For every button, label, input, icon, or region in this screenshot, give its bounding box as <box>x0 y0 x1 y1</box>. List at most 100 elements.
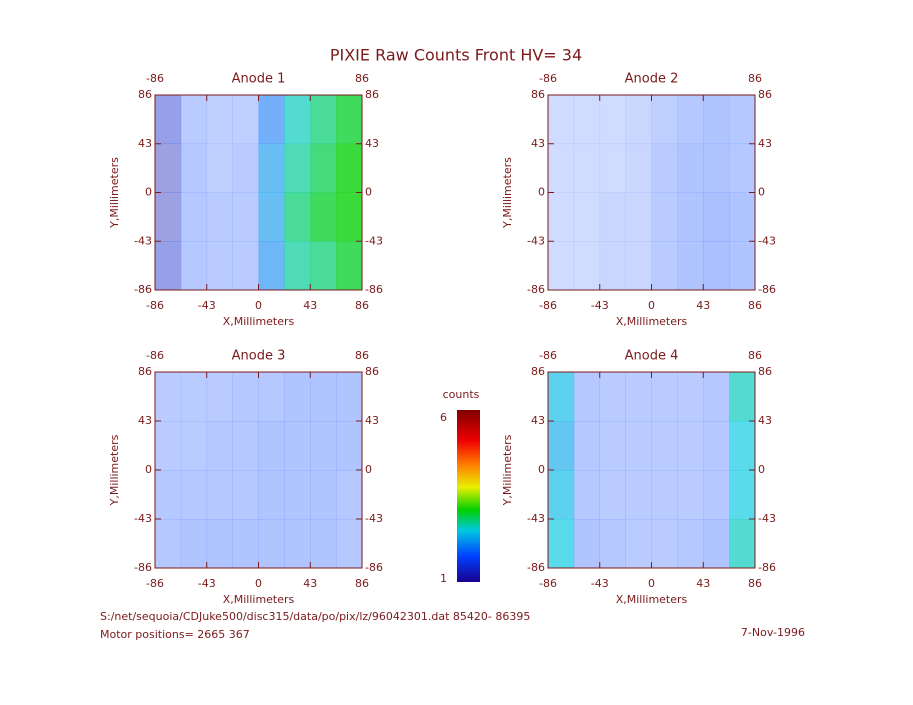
heat-cell <box>599 470 626 520</box>
heat-cell <box>729 519 756 569</box>
y-tick-label: 86 <box>365 88 379 101</box>
heat-cell <box>258 192 285 242</box>
y-tick-label: 43 <box>365 137 379 150</box>
heat-cell <box>599 372 626 422</box>
heat-cell <box>258 421 285 471</box>
heat-cell <box>703 143 730 193</box>
y-tick-label: 86 <box>365 365 379 378</box>
x-tick-label: 86 <box>748 577 762 590</box>
heat-cell <box>548 421 575 471</box>
heat-cell <box>651 143 678 193</box>
heat-cell <box>206 470 233 520</box>
y-tick-label: -86 <box>527 283 545 296</box>
heat-cell <box>180 95 208 145</box>
x-tick-label: 0 <box>255 299 262 312</box>
colorbar-tick-label: 6 <box>440 411 447 424</box>
heat-cell <box>284 241 311 291</box>
x-axis-label: X,Millimeters <box>616 315 688 328</box>
heat-cell <box>206 143 233 193</box>
heat-cell <box>310 95 337 145</box>
y-tick-label: 0 <box>758 186 765 199</box>
y-tick-label: -43 <box>365 512 383 525</box>
heat-cell <box>180 372 208 422</box>
y-tick-label: 0 <box>538 463 545 476</box>
heat-cell <box>703 372 730 422</box>
date: 7-Nov-1996 <box>741 626 805 639</box>
heat-cell <box>599 143 626 193</box>
x-tick-label: -43 <box>591 299 609 312</box>
heat-cell <box>573 143 601 193</box>
heat-cell <box>729 192 756 242</box>
y-tick-label: -86 <box>134 561 152 574</box>
top-tick-label: -86 <box>539 349 557 362</box>
heat-cell <box>677 470 704 520</box>
y-tick-label: 0 <box>145 186 152 199</box>
heat-cell <box>677 192 704 242</box>
heat-cell <box>155 241 182 291</box>
y-axis-label: Y,Millimeters <box>108 434 121 506</box>
heat-cell <box>573 95 601 145</box>
heat-cell <box>651 421 678 471</box>
file-note: S:/net/sequoia/CDJuke500/disc315/data/po… <box>100 610 530 623</box>
x-tick-label: -43 <box>591 577 609 590</box>
heat-cell <box>284 143 311 193</box>
heat-cell <box>155 372 182 422</box>
heat-cell <box>258 519 285 569</box>
y-tick-label: 86 <box>758 365 772 378</box>
heat-cell <box>310 421 337 471</box>
x-tick-label: -86 <box>146 299 164 312</box>
heat-cell <box>625 241 652 291</box>
heat-cell <box>548 192 575 242</box>
y-tick-label: 0 <box>145 463 152 476</box>
y-axis-label: Y,Millimeters <box>108 157 121 229</box>
heat-cell <box>573 372 601 422</box>
heat-cell <box>180 143 208 193</box>
colorbar-tick-label: 1 <box>440 572 447 585</box>
heat-cell <box>336 519 363 569</box>
heat-cell <box>180 519 208 569</box>
heat-cell <box>310 470 337 520</box>
colorbar <box>457 410 480 582</box>
heat-cell <box>703 519 730 569</box>
x-tick-label: -86 <box>539 577 557 590</box>
heat-cell <box>180 470 208 520</box>
heat-cell <box>336 372 363 422</box>
heat-cell <box>729 470 756 520</box>
y-tick-label: -43 <box>134 512 152 525</box>
heat-cell <box>232 95 259 145</box>
top-tick-label: 86 <box>748 349 762 362</box>
heat-cell <box>625 95 652 145</box>
heat-cell <box>548 241 575 291</box>
heat-cell <box>310 372 337 422</box>
y-tick-label: 43 <box>138 414 152 427</box>
heat-cell <box>206 95 233 145</box>
heat-cell <box>729 143 756 193</box>
y-tick-label: 0 <box>538 186 545 199</box>
chart-title: PIXIE Raw Counts Front HV= 34 <box>330 46 582 65</box>
y-tick-label: 86 <box>138 365 152 378</box>
heat-cell <box>232 143 259 193</box>
panel-title: Anode 3 <box>232 349 286 364</box>
y-tick-label: 43 <box>531 414 545 427</box>
heat-cell <box>548 95 575 145</box>
heat-cell <box>206 192 233 242</box>
heat-cell <box>232 519 259 569</box>
y-tick-label: 86 <box>758 88 772 101</box>
heat-cell <box>336 143 363 193</box>
y-tick-label: 43 <box>365 414 379 427</box>
y-tick-label: 43 <box>138 137 152 150</box>
panel-title: Anode 2 <box>625 72 679 87</box>
heat-cell <box>284 192 311 242</box>
heat-cell <box>310 192 337 242</box>
y-axis-label: Y,Millimeters <box>501 157 514 229</box>
heat-cell <box>703 95 730 145</box>
top-tick-label: -86 <box>146 349 164 362</box>
heat-cell <box>258 241 285 291</box>
heat-cell <box>548 372 575 422</box>
heat-cell <box>677 143 704 193</box>
x-axis-label: X,Millimeters <box>223 593 295 606</box>
x-tick-label: 86 <box>355 577 369 590</box>
x-tick-label: 43 <box>303 577 317 590</box>
heat-cell <box>232 372 259 422</box>
